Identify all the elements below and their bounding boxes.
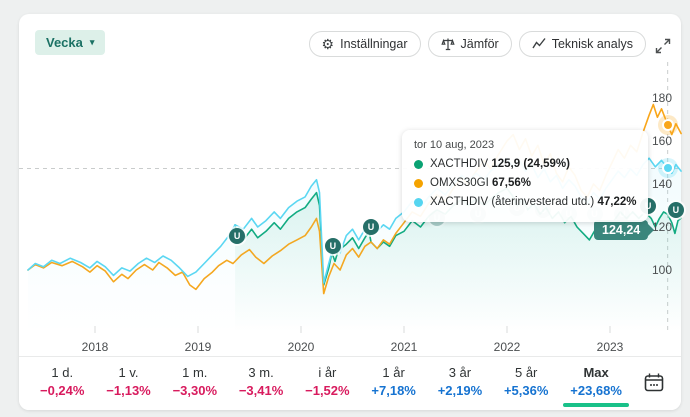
tooltip-series-row: OMXS30GI 67,56% [414,174,636,193]
series-color-dot [414,160,423,169]
series-value: 67,56% [492,177,532,189]
period-label: 5 år [514,365,538,380]
technical-analysis-label: Teknisk analys [551,37,633,51]
period-tabs: 1 d. −0,24% 1 v. −1,13% 1 m. −3,30% 3 m. −3,41%… [31,357,631,410]
period-label: 1 år [382,365,405,380]
period-tab-5-år[interactable]: 5 år +5,36% [501,357,551,410]
chart-tooltip: tor 10 aug, 2023 XACTHDIV 125,9 (24,59%)… [402,130,649,222]
period-change-value: −1,13% [106,383,151,398]
chart-toolbar: ⚙ Inställningar Jämför Teknisk analys [308,31,646,57]
series-value: 47,22% [597,196,637,208]
last-price-badge: 124,24 [594,220,655,240]
compare-button[interactable]: Jämför [427,31,512,57]
period-tab-3-m[interactable]: 3 m. −3,41% [236,357,286,410]
period-tab-max[interactable]: Max +23,68% [563,357,629,410]
chevron-down-icon: ▾ [89,37,95,47]
dividend-marker[interactable]: U [229,227,246,244]
series-value: 125,9 (24,59%) [491,158,570,170]
calendar-button[interactable] [639,368,669,400]
series-color-dot [414,198,423,207]
period-change-value: +7,18% [371,383,416,398]
period-change-value: −3,30% [172,383,218,398]
period-tab-3-år[interactable]: 3 år +2,19% [435,357,485,410]
period-change-value: +5,36% [503,383,549,398]
tooltip-series-row: XACTHDIV 125,9 (24,59%) [414,155,636,174]
gear-icon: ⚙ [321,36,335,52]
calendar-icon [644,373,664,391]
period-tab-1-v[interactable]: 1 v. −1,13% [103,357,153,410]
series-name: XACTHDIV (återinvesterad utd.) 47,22% [430,196,637,208]
settings-label: Inställningar [340,37,408,51]
period-tab-1-år[interactable]: 1 år +7,18% [368,357,418,410]
period-label: 1 d. [51,365,74,380]
period-label: i år [318,365,337,380]
dividend-marker[interactable]: U [363,219,380,235]
compare-label: Jämför [460,37,499,51]
dividend-marker[interactable]: U [667,201,684,218]
period-label: 3 m. [248,365,274,380]
period-label: 1 m. [182,365,208,380]
tooltip-legend: XACTHDIV 125,9 (24,59%) OMXS30GI 67,56% XA… [414,155,636,212]
period-tab-i-år[interactable]: i år −1,52% [302,357,352,410]
settings-button[interactable]: ⚙ Inställningar [308,31,421,57]
period-tab-1-m[interactable]: 1 m. −3,30% [170,357,220,410]
period-change-value: +2,19% [437,383,483,398]
period-tab-1-d[interactable]: 1 d. −0,24% [37,357,87,410]
series-name: XACTHDIV 125,9 (24,59%) [430,158,570,170]
interval-label: Vecka [46,35,83,50]
technical-analysis-button[interactable]: Teknisk analys [518,31,646,57]
period-selector-bar: 1 d. −0,24% 1 v. −1,13% 1 m. −3,30% 3 m. −3,41%… [19,356,681,410]
interval-dropdown[interactable]: Vecka ▾ [35,30,106,55]
period-change-value: −0,24% [40,383,85,398]
line-chart-icon [532,37,546,51]
period-change-value: −1,52% [305,383,350,398]
period-label: Max [583,365,609,380]
series-name: OMXS30GI 67,56% [430,177,532,189]
period-change-value: −3,41% [238,383,284,398]
expand-button[interactable] [653,36,673,59]
tooltip-series-row: XACTHDIV (återinvesterad utd.) 47,22% [414,193,636,212]
period-label: 3 år [448,365,472,380]
compare-icon [440,37,455,51]
tooltip-date: tor 10 aug, 2023 [414,139,495,151]
expand-icon [655,38,671,54]
period-label: 1 v. [118,365,139,380]
series-color-dot [414,179,423,188]
period-change-value: +23,68% [570,383,622,398]
